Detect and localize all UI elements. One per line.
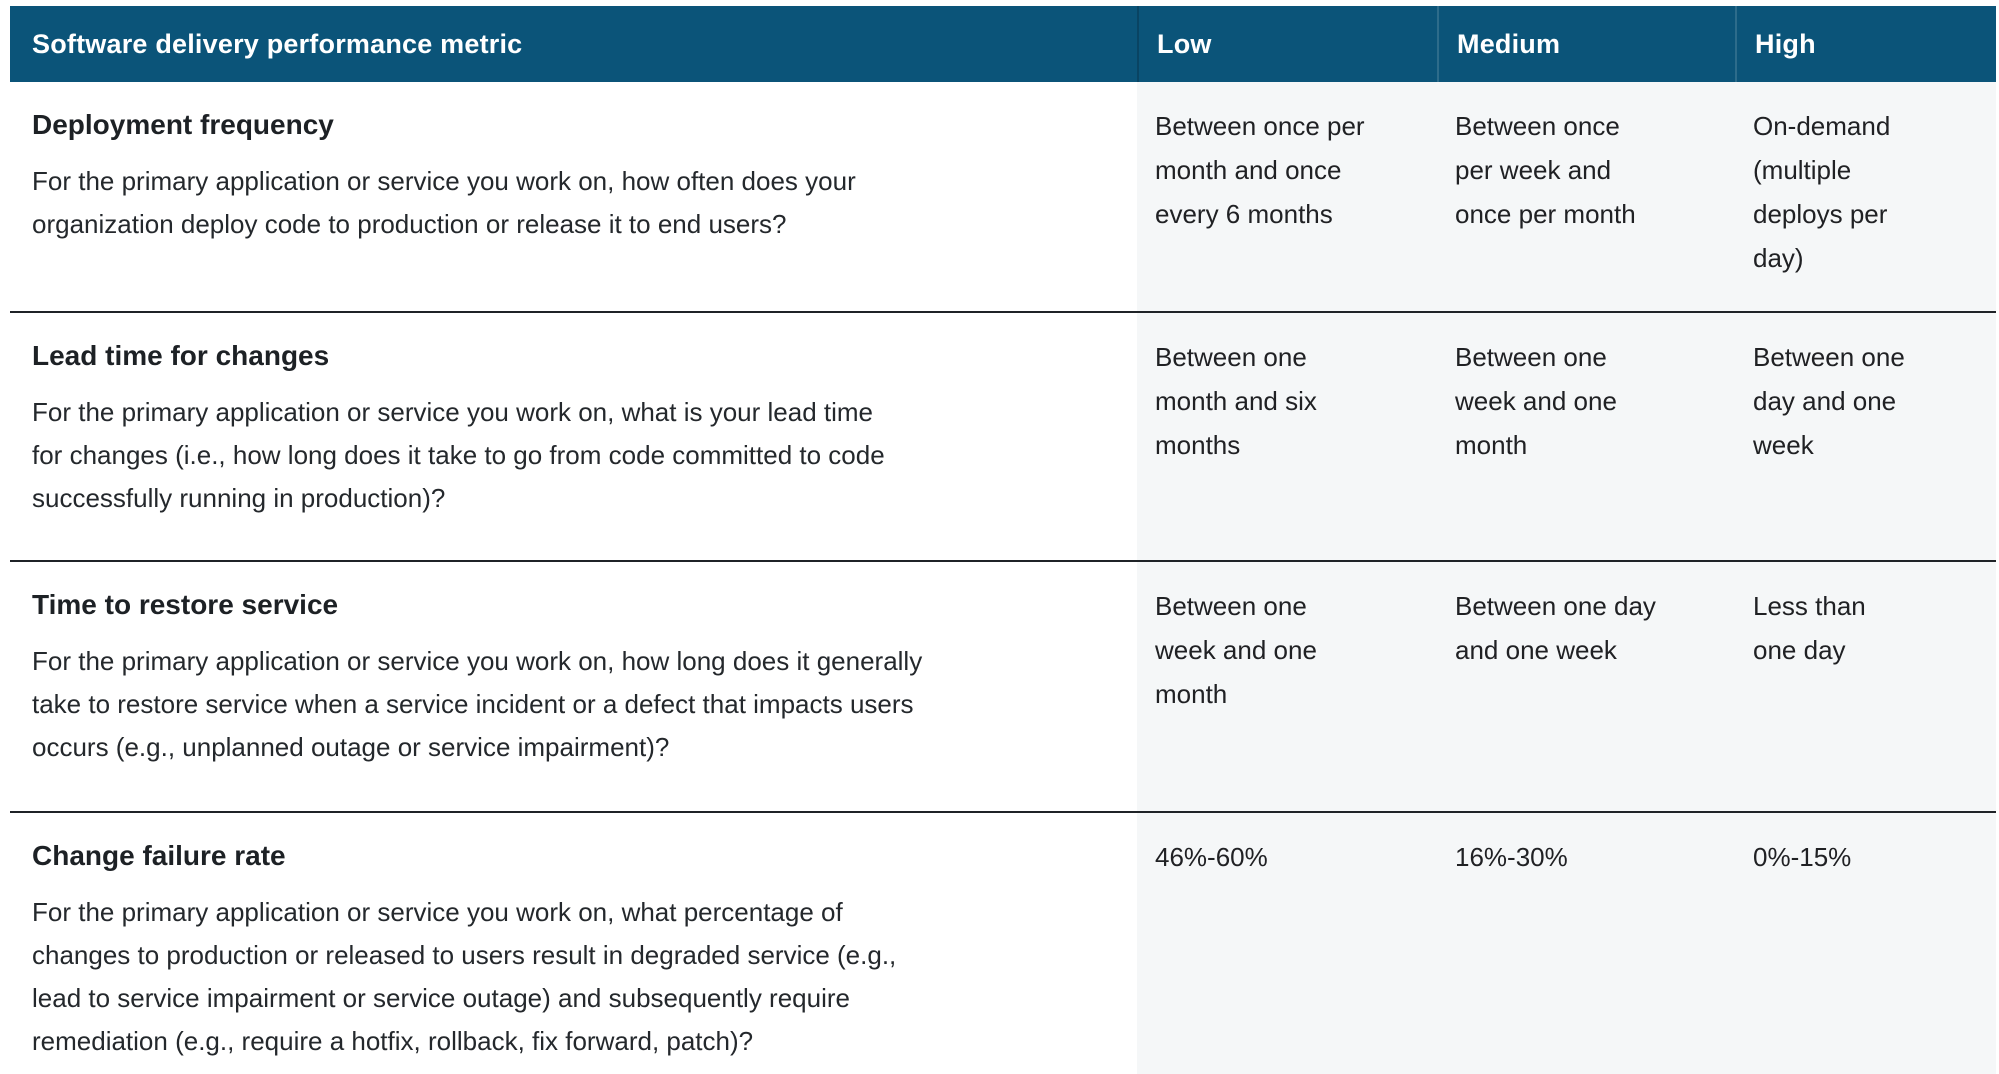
header-cell-medium: Medium (1437, 6, 1735, 82)
metric-description: For the primary application or service y… (32, 646, 923, 762)
table-header-row: Software delivery performance metric Low… (10, 6, 1996, 82)
header-medium-label: Medium (1457, 28, 1561, 59)
table-row-time-to-restore-service: Time to restore service For the primary … (10, 560, 1996, 811)
metric-cell: Lead time for changes For the primary ap… (10, 313, 1137, 560)
medium-value-cell: Between one day and one week (1437, 562, 1735, 811)
table-row-lead-time-for-changes: Lead time for changes For the primary ap… (10, 311, 1996, 560)
metric-title: Change failure rate (32, 840, 286, 871)
header-cell-high: High (1735, 6, 1996, 82)
header-metric-label: Software delivery performance metric (32, 28, 523, 59)
medium-value-cell: Between once per week and once per month (1437, 82, 1735, 311)
table-row-change-failure-rate: Change failure rate For the primary appl… (10, 811, 1996, 1074)
table-row-deployment-frequency: Deployment frequency For the primary app… (10, 82, 1996, 311)
high-value-cell: Less than one day (1735, 562, 1996, 811)
low-value-cell: 46%-60% (1137, 813, 1437, 1074)
low-value-cell: Between once per month and once every 6 … (1137, 82, 1437, 311)
metric-title: Lead time for changes (32, 340, 330, 371)
metric-description: For the primary application or service y… (32, 166, 856, 239)
metric-description: For the primary application or service y… (32, 897, 897, 1056)
high-value-cell: Between one day and one week (1735, 313, 1996, 560)
header-low-label: Low (1157, 28, 1212, 59)
metric-title: Time to restore service (32, 589, 339, 620)
metric-cell: Change failure rate For the primary appl… (10, 813, 1137, 1074)
metric-description: For the primary application or service y… (32, 397, 885, 513)
low-value-cell: Between one month and six months (1137, 313, 1437, 560)
header-cell-metric: Software delivery performance metric (10, 6, 1137, 82)
medium-value-cell: 16%-30% (1437, 813, 1735, 1074)
metric-cell: Deployment frequency For the primary app… (10, 82, 1137, 311)
low-value-cell: Between one week and one month (1137, 562, 1437, 811)
header-cell-low: Low (1137, 6, 1437, 82)
header-high-label: High (1755, 28, 1816, 59)
software-delivery-performance-table: Software delivery performance metric Low… (10, 6, 1996, 1074)
medium-value-cell: Between one week and one month (1437, 313, 1735, 560)
metric-title: Deployment frequency (32, 109, 334, 140)
high-value-cell: On-demand (multiple deploys per day) (1735, 82, 1996, 311)
high-value-cell: 0%-15% (1735, 813, 1996, 1074)
metric-cell: Time to restore service For the primary … (10, 562, 1137, 811)
